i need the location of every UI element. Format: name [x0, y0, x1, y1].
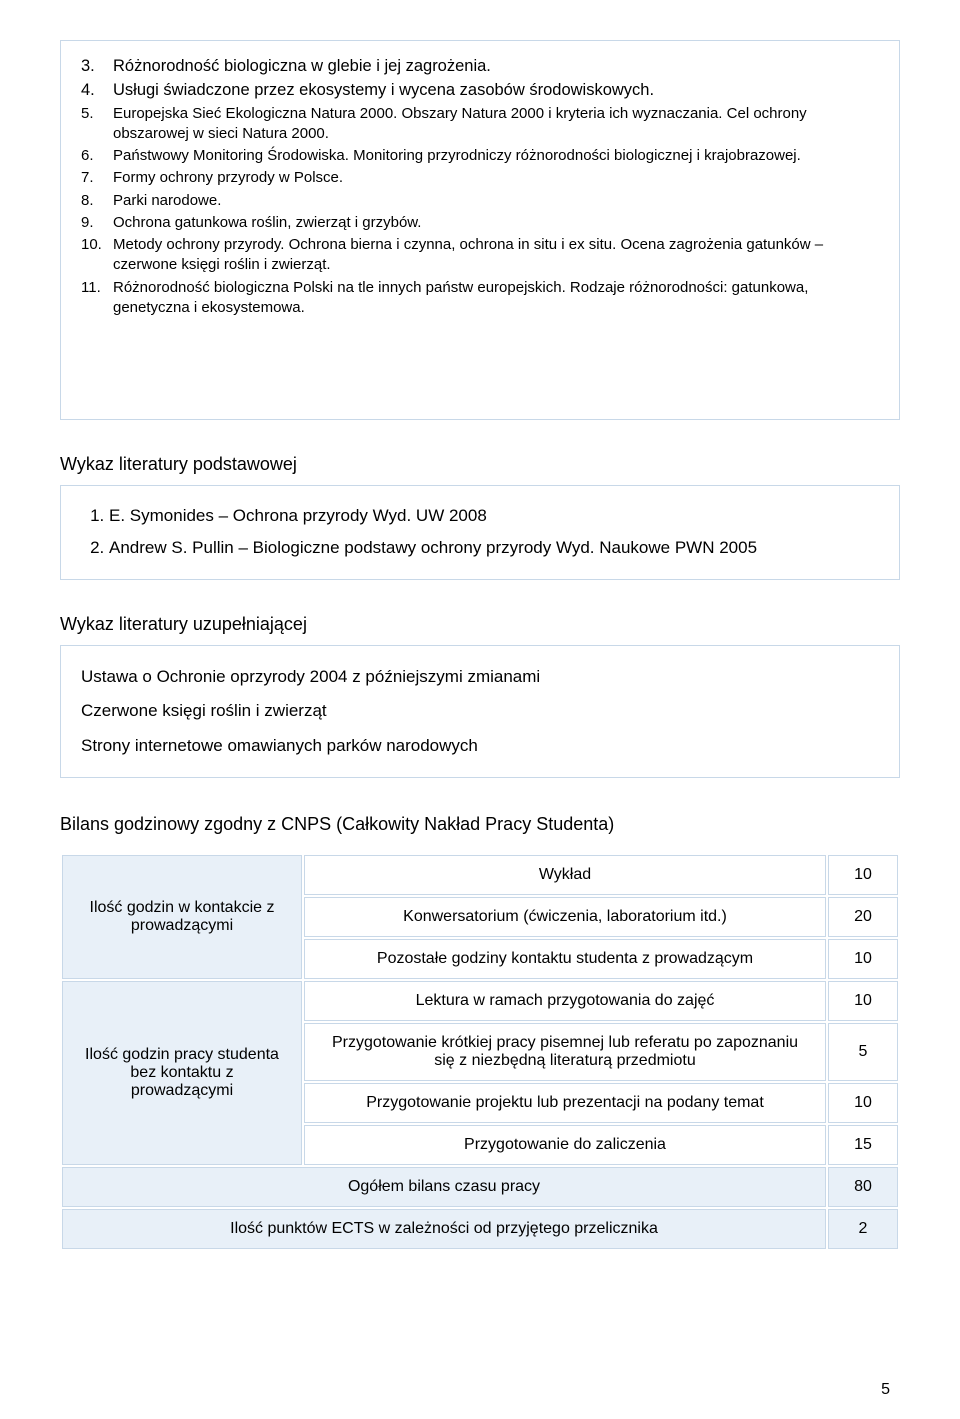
list-text: Europejska Sieć Ekologiczna Natura 2000.…	[113, 104, 879, 145]
table-cell: Wykład	[304, 855, 826, 895]
bilans-summary-row: Ilość punktów ECTS w zależności od przyj…	[62, 1209, 898, 1249]
table-cell: 10	[828, 1083, 898, 1123]
lit-supp-item: Strony internetowe omawianych parków nar…	[81, 729, 879, 764]
list-number: 10.	[81, 235, 113, 276]
table-cell: 2	[828, 1209, 898, 1249]
list-number: 4.	[81, 79, 113, 101]
table-cell: Konwersatorium (ćwiczenia, laboratorium …	[304, 897, 826, 937]
list-text: Usługi świadczone przez ekosystemy i wyc…	[113, 79, 879, 101]
lit-supp-heading: Wykaz literatury uzupełniającej	[60, 614, 900, 635]
table-cell: Przygotowanie krótkiej pracy pisemnej lu…	[304, 1023, 826, 1081]
list-text: Różnorodność biologiczna Polski na tle i…	[113, 278, 879, 319]
lit-primary-item: E. Symonides – Ochrona przyrody Wyd. UW …	[109, 500, 879, 532]
bilans-group1-label: Ilość godzin w kontakcie z prowadzącymi	[62, 855, 302, 979]
table-cell: 10	[828, 855, 898, 895]
table-cell: 15	[828, 1125, 898, 1165]
table-cell: 5	[828, 1023, 898, 1081]
table-cell: 10	[828, 939, 898, 979]
content-box: 3.Różnorodność biologiczna w glebie i je…	[60, 40, 900, 420]
list-number: 6.	[81, 146, 113, 166]
table-cell: 20	[828, 897, 898, 937]
lit-supp-box: Ustawa o Ochronie oprzyrody 2004 z późni…	[60, 645, 900, 779]
list-text: Formy ochrony przyrody w Polsce.	[113, 168, 879, 188]
list-number: 3.	[81, 55, 113, 77]
page-container: 3.Różnorodność biologiczna w glebie i je…	[0, 0, 960, 1419]
lit-primary-list: E. Symonides – Ochrona przyrody Wyd. UW …	[81, 500, 879, 565]
lit-primary-box: E. Symonides – Ochrona przyrody Wyd. UW …	[60, 485, 900, 580]
table-cell: 10	[828, 981, 898, 1021]
list-text: Państwowy Monitoring Środowiska. Monitor…	[113, 146, 879, 166]
bilans-heading: Bilans godzinowy zgodny z CNPS (Całkowit…	[60, 814, 900, 835]
list-number: 5.	[81, 104, 113, 145]
list-text: Metody ochrony przyrody. Ochrona bierna …	[113, 235, 879, 276]
table-cell: Ogółem bilans czasu pracy	[62, 1167, 826, 1207]
list-number: 9.	[81, 213, 113, 233]
page-number: 5	[881, 1381, 890, 1399]
lit-primary-heading: Wykaz literatury podstawowej	[60, 454, 900, 475]
list-text: Różnorodność biologiczna w glebie i jej …	[113, 55, 879, 77]
bilans-group2-label: Ilość godzin pracy studenta bez kontaktu…	[62, 981, 302, 1165]
table-cell: Przygotowanie do zaliczenia	[304, 1125, 826, 1165]
list-number: 8.	[81, 191, 113, 211]
lit-supp-item: Ustawa o Ochronie oprzyrody 2004 z późni…	[81, 660, 879, 695]
content-list: 3.Różnorodność biologiczna w glebie i je…	[81, 55, 879, 318]
table-cell: 80	[828, 1167, 898, 1207]
table-cell: Ilość punktów ECTS w zależności od przyj…	[62, 1209, 826, 1249]
lit-supp-item: Czerwone księgi roślin i zwierząt	[81, 694, 879, 729]
bilans-table: Ilość godzin w kontakcie z prowadzącymiW…	[60, 853, 900, 1251]
list-text: Ochrona gatunkowa roślin, zwierząt i grz…	[113, 213, 879, 233]
lit-primary-item: Andrew S. Pullin – Biologiczne podstawy …	[109, 532, 879, 564]
list-number: 7.	[81, 168, 113, 188]
list-number: 11.	[81, 278, 113, 319]
table-cell: Lektura w ramach przygotowania do zajęć	[304, 981, 826, 1021]
table-cell: Pozostałe godziny kontaktu studenta z pr…	[304, 939, 826, 979]
bilans-summary-row: Ogółem bilans czasu pracy80	[62, 1167, 898, 1207]
list-text: Parki narodowe.	[113, 191, 879, 211]
table-cell: Przygotowanie projektu lub prezentacji n…	[304, 1083, 826, 1123]
